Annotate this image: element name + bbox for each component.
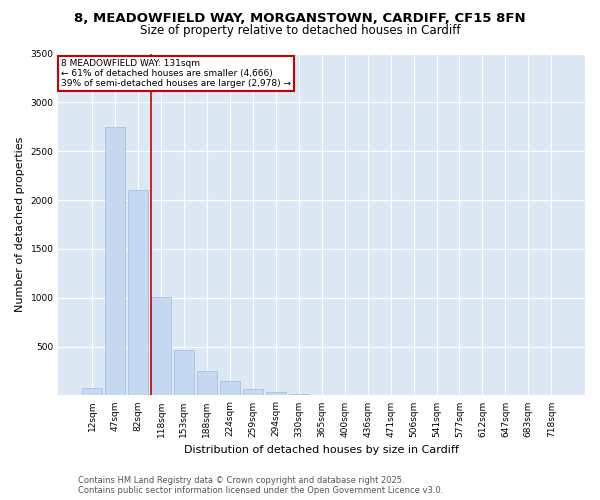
Bar	[82, 388, 102, 396]
X-axis label: Distribution of detached houses by size in Cardiff: Distribution of detached houses by size …	[184, 445, 459, 455]
Bar	[312, 394, 331, 396]
Bar	[128, 190, 148, 396]
Bar	[220, 382, 239, 396]
Text: Contains HM Land Registry data © Crown copyright and database right 2025.
Contai: Contains HM Land Registry data © Crown c…	[78, 476, 443, 495]
Bar	[266, 392, 286, 396]
Bar	[174, 350, 194, 396]
Bar	[106, 127, 125, 396]
Bar	[197, 372, 217, 396]
Text: Size of property relative to detached houses in Cardiff: Size of property relative to detached ho…	[140, 24, 460, 37]
Text: 8 MEADOWFIELD WAY: 131sqm
← 61% of detached houses are smaller (4,666)
39% of se: 8 MEADOWFIELD WAY: 131sqm ← 61% of detac…	[61, 58, 291, 88]
Text: 8, MEADOWFIELD WAY, MORGANSTOWN, CARDIFF, CF15 8FN: 8, MEADOWFIELD WAY, MORGANSTOWN, CARDIFF…	[74, 12, 526, 26]
Bar	[151, 297, 171, 396]
Bar	[289, 394, 308, 396]
Y-axis label: Number of detached properties: Number of detached properties	[15, 137, 25, 312]
Bar	[243, 389, 263, 396]
